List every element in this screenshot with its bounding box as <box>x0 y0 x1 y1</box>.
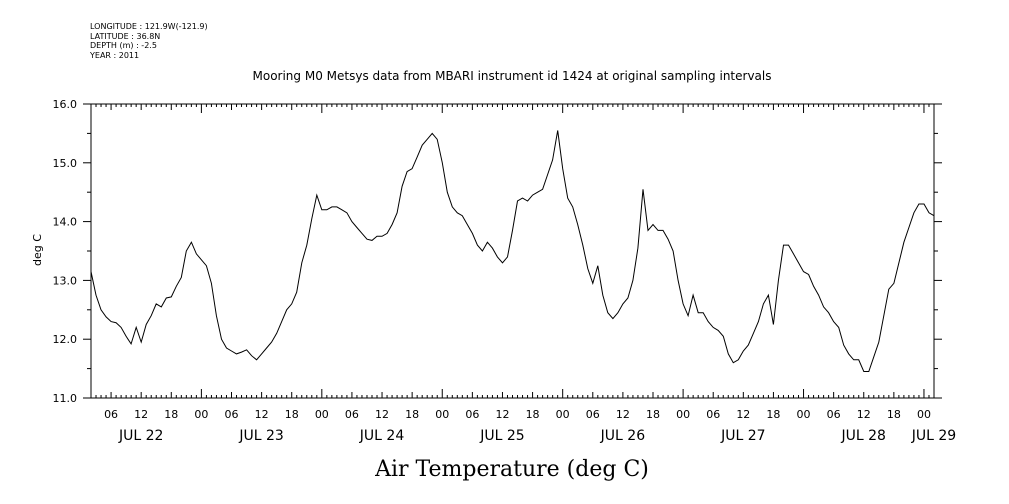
x-hour-label: 00 <box>917 408 931 421</box>
x-hour-label: 12 <box>736 408 750 421</box>
x-hour-label: 06 <box>706 408 720 421</box>
y-tick-label: 15.0 <box>53 157 78 170</box>
x-hour-label: 12 <box>255 408 269 421</box>
x-day-label: JUL 27 <box>720 428 765 444</box>
axis-ticks <box>83 103 942 399</box>
x-hour-label: 06 <box>104 408 118 421</box>
x-hour-label: 18 <box>646 408 660 421</box>
x-axis-label: Air Temperature (deg C) <box>374 457 649 482</box>
x-tick-labels: 06 12 18 00 06 12 18 00 06 12 18 00 06 12 18 00 06 12 18 00… <box>104 408 956 444</box>
x-hour-label: 18 <box>405 408 419 421</box>
y-tick-labels: 11.0 12.0 13.0 14.0 15.0 16.0 <box>53 98 78 405</box>
y-tick-label: 11.0 <box>53 392 78 405</box>
meta-latitude: LATITUDE : 36.8N <box>90 31 161 41</box>
x-hour-label: 00 <box>797 408 811 421</box>
x-day-label: JUL 26 <box>600 428 646 444</box>
y-axis-label: deg C <box>31 234 44 266</box>
y-tick-label: 12.0 <box>53 333 78 346</box>
x-hour-label: 06 <box>586 408 600 421</box>
x-hour-label: 06 <box>345 408 359 421</box>
x-hour-label: 00 <box>435 408 449 421</box>
meta-year: YEAR : 2011 <box>90 50 140 60</box>
x-hour-label: 12 <box>857 408 871 421</box>
x-hour-label: 00 <box>556 408 570 421</box>
x-day-label: JUL 22 <box>118 428 163 444</box>
x-day-label: JUL 24 <box>359 428 405 444</box>
y-tick-label: 16.0 <box>53 98 78 111</box>
x-hour-label: 18 <box>526 408 540 421</box>
meta-depth: DEPTH (m) : -2.5 <box>90 41 157 50</box>
x-hour-label: 12 <box>495 408 509 421</box>
plot-frame <box>90 103 935 399</box>
x-day-label: JUL 29 <box>911 428 956 444</box>
x-hour-label: 18 <box>766 408 780 421</box>
meta-longitude: LONGITUDE : 121.9W(-121.9) <box>90 22 208 31</box>
x-day-label: JUL 23 <box>238 428 283 444</box>
x-day-label: JUL 28 <box>841 428 886 444</box>
x-hour-label: 00 <box>676 408 690 421</box>
series-line <box>90 130 935 372</box>
x-hour-label: 18 <box>887 408 901 421</box>
metadata-block: LONGITUDE : 121.9W(-121.9) LATITUDE : 36… <box>90 22 208 60</box>
x-hour-label: 06 <box>225 408 239 421</box>
y-tick-label: 13.0 <box>53 274 78 287</box>
x-hour-label: 00 <box>315 408 329 421</box>
x-hour-label: 12 <box>375 408 389 421</box>
x-hour-label: 18 <box>285 408 299 421</box>
x-hour-label: 00 <box>194 408 208 421</box>
x-day-label: JUL 25 <box>479 428 524 444</box>
x-hour-label: 12 <box>134 408 148 421</box>
x-hour-label: 18 <box>164 408 178 421</box>
x-hour-label: 06 <box>827 408 841 421</box>
x-hour-label: 12 <box>616 408 630 421</box>
x-hour-label: 06 <box>465 408 479 421</box>
chart-title: Mooring M0 Metsys data from MBARI instru… <box>253 69 772 83</box>
y-tick-label: 14.0 <box>53 216 78 229</box>
